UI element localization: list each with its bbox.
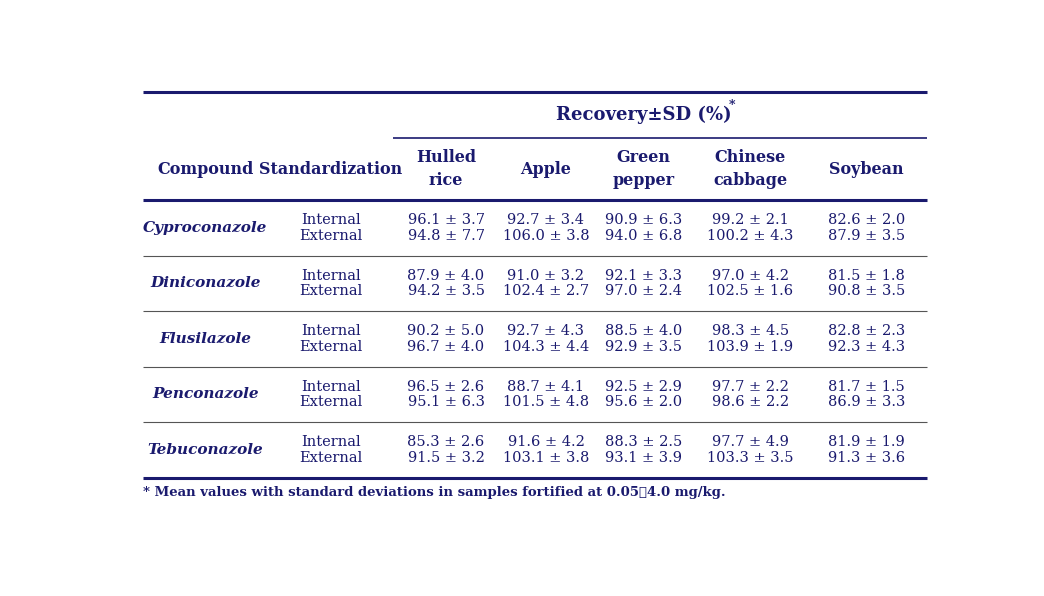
Text: Hulled: Hulled xyxy=(416,149,476,166)
Text: 81.5 ± 1.8: 81.5 ± 1.8 xyxy=(828,269,905,283)
Text: 95.6 ± 2.0: 95.6 ± 2.0 xyxy=(606,395,683,409)
Text: Penconazole: Penconazole xyxy=(152,387,259,401)
Text: 90.8 ± 3.5: 90.8 ± 3.5 xyxy=(828,284,905,298)
Text: 90.9 ± 6.3: 90.9 ± 6.3 xyxy=(606,213,683,227)
Text: 92.5 ± 2.9: 92.5 ± 2.9 xyxy=(606,380,683,393)
Text: Diniconazole: Diniconazole xyxy=(150,277,261,290)
Text: 101.5 ± 4.8: 101.5 ± 4.8 xyxy=(503,395,589,409)
Text: Internal: Internal xyxy=(301,380,360,393)
Text: 96.5 ± 2.6: 96.5 ± 2.6 xyxy=(407,380,484,393)
Text: Internal: Internal xyxy=(301,435,360,449)
Text: External: External xyxy=(300,228,362,243)
Text: cabbage: cabbage xyxy=(713,172,787,189)
Text: Apple: Apple xyxy=(521,160,571,178)
Text: External: External xyxy=(300,451,362,465)
Text: 91.5 ± 3.2: 91.5 ± 3.2 xyxy=(407,451,484,465)
Text: 98.6 ± 2.2: 98.6 ± 2.2 xyxy=(712,395,789,409)
Text: 82.6 ± 2.0: 82.6 ± 2.0 xyxy=(828,213,905,227)
Text: 81.7 ± 1.5: 81.7 ± 1.5 xyxy=(828,380,905,393)
Text: 96.1 ± 3.7: 96.1 ± 3.7 xyxy=(407,213,484,227)
Text: 97.0 ± 4.2: 97.0 ± 4.2 xyxy=(712,269,789,283)
Text: *: * xyxy=(729,98,736,111)
Text: 81.9 ± 1.9: 81.9 ± 1.9 xyxy=(828,435,905,449)
Text: Recovery±SD (%): Recovery±SD (%) xyxy=(556,106,732,124)
Text: 98.3 ± 4.5: 98.3 ± 4.5 xyxy=(712,324,789,338)
Text: 99.2 ± 2.1: 99.2 ± 2.1 xyxy=(712,213,788,227)
Text: 91.3 ± 3.6: 91.3 ± 3.6 xyxy=(828,451,905,465)
Text: 94.0 ± 6.8: 94.0 ± 6.8 xyxy=(606,228,683,243)
Text: 91.6 ± 4.2: 91.6 ± 4.2 xyxy=(507,435,585,449)
Text: External: External xyxy=(300,340,362,353)
Text: 103.9 ± 1.9: 103.9 ± 1.9 xyxy=(707,340,793,353)
Text: Internal: Internal xyxy=(301,213,360,227)
Text: Cyproconazole: Cyproconazole xyxy=(143,221,267,235)
Text: 103.1 ± 3.8: 103.1 ± 3.8 xyxy=(503,451,589,465)
Text: 87.9 ± 4.0: 87.9 ± 4.0 xyxy=(407,269,484,283)
Text: Green: Green xyxy=(617,149,671,166)
Text: 94.8 ± 7.7: 94.8 ± 7.7 xyxy=(407,228,484,243)
Text: Internal: Internal xyxy=(301,269,360,283)
Text: Soybean: Soybean xyxy=(830,160,904,178)
Text: 102.5 ± 1.6: 102.5 ± 1.6 xyxy=(707,284,793,298)
Text: 82.8 ± 2.3: 82.8 ± 2.3 xyxy=(828,324,905,338)
Text: 88.5 ± 4.0: 88.5 ± 4.0 xyxy=(606,324,683,338)
Text: 86.9 ± 3.3: 86.9 ± 3.3 xyxy=(828,395,905,409)
Text: 97.7 ± 4.9: 97.7 ± 4.9 xyxy=(712,435,788,449)
Text: * Mean values with standard deviations in samples fortified at 0.05～4.0 mg/kg.: * Mean values with standard deviations i… xyxy=(143,486,726,499)
Text: 90.2 ± 5.0: 90.2 ± 5.0 xyxy=(407,324,484,338)
Text: 87.9 ± 3.5: 87.9 ± 3.5 xyxy=(828,228,905,243)
Text: 97.7 ± 2.2: 97.7 ± 2.2 xyxy=(712,380,788,393)
Text: 93.1 ± 3.9: 93.1 ± 3.9 xyxy=(606,451,683,465)
Text: 94.2 ± 3.5: 94.2 ± 3.5 xyxy=(407,284,484,298)
Text: Standardization: Standardization xyxy=(259,160,402,178)
Text: 96.7 ± 4.0: 96.7 ± 4.0 xyxy=(407,340,484,353)
Text: 85.3 ± 2.6: 85.3 ± 2.6 xyxy=(407,435,484,449)
Text: 95.1 ± 6.3: 95.1 ± 6.3 xyxy=(407,395,484,409)
Text: 97.0 ± 2.4: 97.0 ± 2.4 xyxy=(606,284,683,298)
Text: 103.3 ± 3.5: 103.3 ± 3.5 xyxy=(707,451,793,465)
Text: 88.7 ± 4.1: 88.7 ± 4.1 xyxy=(507,380,585,393)
Text: 88.3 ± 2.5: 88.3 ± 2.5 xyxy=(606,435,683,449)
Text: External: External xyxy=(300,395,362,409)
Text: 92.1 ± 3.3: 92.1 ± 3.3 xyxy=(606,269,683,283)
Text: rice: rice xyxy=(429,172,464,189)
Text: External: External xyxy=(300,284,362,298)
Text: Flusilazole: Flusilazole xyxy=(160,332,252,346)
Text: 104.3 ± 4.4: 104.3 ± 4.4 xyxy=(503,340,589,353)
Text: 91.0 ± 3.2: 91.0 ± 3.2 xyxy=(507,269,585,283)
Text: Tebuconazole: Tebuconazole xyxy=(147,443,263,457)
Text: 106.0 ± 3.8: 106.0 ± 3.8 xyxy=(502,228,589,243)
Text: Internal: Internal xyxy=(301,324,360,338)
Text: pepper: pepper xyxy=(613,172,674,189)
Text: Compound: Compound xyxy=(158,160,254,178)
Text: 92.9 ± 3.5: 92.9 ± 3.5 xyxy=(606,340,683,353)
Text: 102.4 ± 2.7: 102.4 ± 2.7 xyxy=(503,284,589,298)
Text: Chinese: Chinese xyxy=(715,149,786,166)
Text: 100.2 ± 4.3: 100.2 ± 4.3 xyxy=(707,228,793,243)
Text: 92.3 ± 4.3: 92.3 ± 4.3 xyxy=(828,340,905,353)
Text: 92.7 ± 4.3: 92.7 ± 4.3 xyxy=(507,324,585,338)
Text: 92.7 ± 3.4: 92.7 ± 3.4 xyxy=(507,213,585,227)
